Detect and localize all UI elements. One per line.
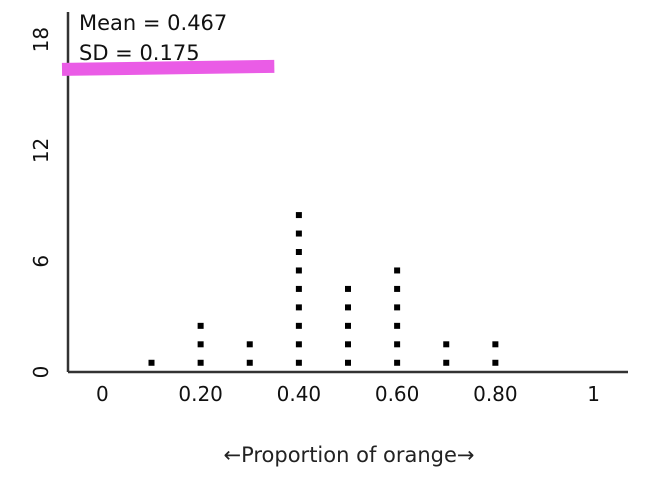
dot	[197, 341, 204, 348]
dot	[197, 322, 204, 329]
dot	[246, 341, 253, 348]
dot	[394, 267, 401, 274]
dot	[492, 341, 499, 348]
x-tick-label: 0	[96, 382, 109, 406]
dot	[295, 341, 302, 348]
x-tick-label: 0.80	[473, 382, 518, 406]
dot	[295, 359, 302, 366]
dot	[345, 322, 351, 329]
dot	[345, 359, 351, 366]
dot	[443, 341, 450, 348]
y-tick-label: 6	[29, 255, 53, 268]
x-tick-label: 1	[587, 382, 600, 406]
y-tick-label: 0	[29, 366, 53, 379]
y-tick-label: 12	[29, 138, 53, 163]
dot	[246, 359, 253, 366]
mean-label: Mean = 0.467	[79, 11, 227, 35]
dot	[345, 304, 351, 311]
sd-label: SD = 0.175	[79, 41, 200, 65]
dot	[443, 359, 450, 366]
highlight-line	[61, 59, 275, 76]
dot	[345, 341, 351, 348]
dot	[295, 230, 302, 237]
dot	[492, 359, 499, 366]
dot	[394, 285, 401, 292]
x-tick-label: 0.60	[375, 382, 420, 406]
dot	[394, 304, 401, 311]
dot	[295, 322, 302, 329]
x-tick-label: 0.20	[178, 382, 223, 406]
x-axis-label: ←Proportion of orange→	[223, 443, 474, 467]
dot	[295, 304, 302, 311]
dot	[394, 322, 401, 329]
dot	[148, 359, 155, 366]
dot	[394, 341, 401, 348]
dot	[295, 212, 302, 219]
dot	[295, 249, 302, 255]
x-tick-label: 0.40	[277, 382, 322, 406]
x-tick-labels: 0 0.20 0.40 0.60 0.80 1	[96, 382, 600, 406]
dot	[295, 285, 302, 292]
y-tick-label: 18	[29, 27, 53, 52]
dots	[148, 212, 499, 366]
dot	[394, 359, 401, 366]
y-tick-labels: 0 6 12 18	[29, 27, 53, 378]
dot	[197, 359, 204, 366]
dot	[295, 267, 302, 274]
dot	[345, 285, 351, 292]
